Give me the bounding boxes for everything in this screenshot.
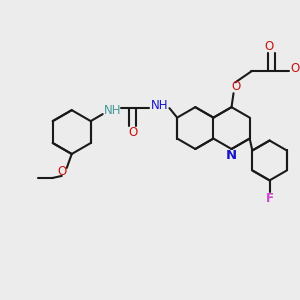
- Text: O: O: [291, 62, 300, 75]
- Text: NH: NH: [151, 99, 168, 112]
- Text: O: O: [231, 80, 240, 93]
- Text: N: N: [226, 149, 237, 163]
- Text: O: O: [128, 126, 137, 139]
- Text: O: O: [265, 40, 274, 53]
- Text: O: O: [57, 165, 66, 178]
- Text: NH: NH: [104, 103, 122, 117]
- Text: F: F: [266, 192, 274, 205]
